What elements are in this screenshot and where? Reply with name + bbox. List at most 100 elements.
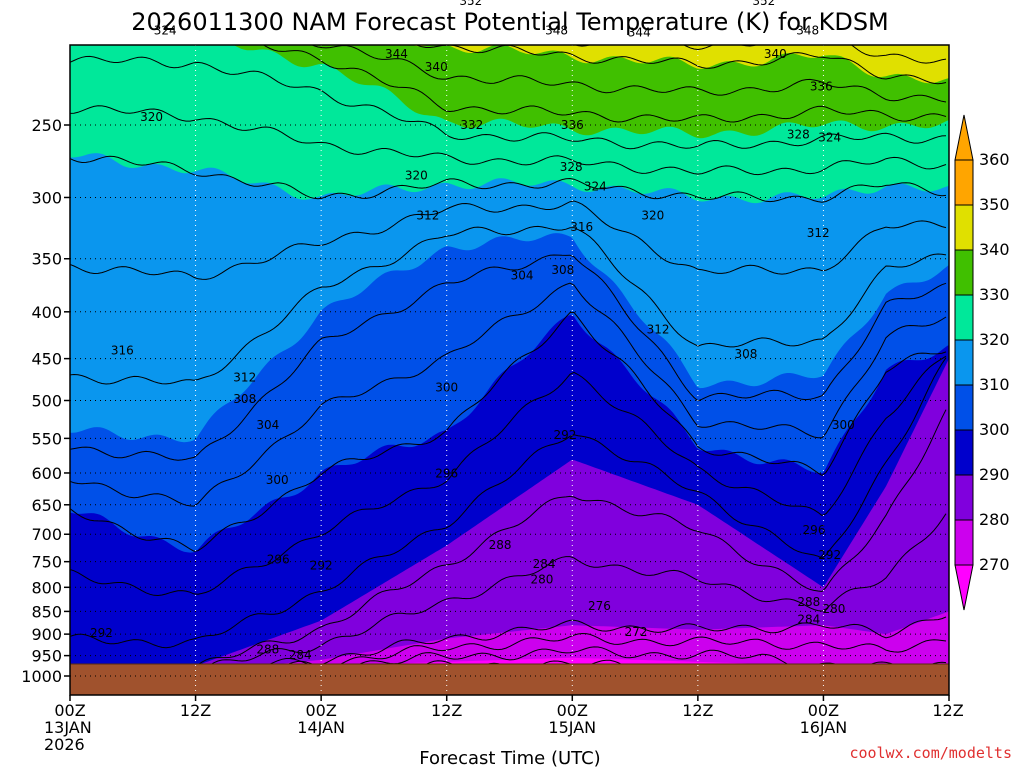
contour-label: 304: [511, 268, 534, 282]
contour-label: 300: [832, 418, 855, 432]
isentrope-292: [70, 357, 947, 649]
colorbar-segment: [954, 429, 974, 476]
colorbar-segment: [954, 339, 974, 386]
contour-label: 292: [90, 626, 113, 640]
contour-label: 292: [554, 428, 577, 442]
x-tick-label: 00Z: [808, 701, 839, 720]
y-tick-label: 450: [31, 350, 62, 369]
colorbar-segment: [954, 249, 974, 296]
y-tick-label: 400: [31, 303, 62, 322]
colorbar-label: 320: [979, 330, 1010, 349]
contour-label: 324: [818, 131, 841, 145]
colorbar-label: 340: [979, 240, 1010, 259]
contour-label: 272: [625, 625, 648, 639]
contour-label: 312: [416, 209, 439, 223]
contour-label: 320: [641, 209, 664, 223]
contour-label: 344: [385, 47, 408, 61]
contour-label: 280: [822, 602, 845, 616]
isentrope-320: [70, 155, 947, 203]
isentrope-288: [70, 409, 947, 675]
contour-label: 352: [752, 0, 775, 8]
contour-label: 312: [807, 226, 830, 240]
contour-label: 352: [459, 0, 482, 8]
y-tick-label: 300: [31, 188, 62, 207]
contour-label: 328: [787, 127, 810, 141]
colorbar-label: 300: [979, 420, 1010, 439]
colorbar-top-arrow: [954, 114, 974, 161]
isentrope-312: [70, 225, 947, 385]
isentrope-304: [70, 282, 947, 507]
isentrope-308: [70, 254, 947, 461]
contour-label: 312: [233, 371, 256, 385]
contour-label: 328: [560, 160, 583, 174]
x-tick-label: 00Z: [305, 701, 336, 720]
contour-label: 324: [584, 180, 607, 194]
theta-290-band: [70, 358, 949, 695]
contour-label: 288: [489, 538, 512, 552]
contour-label: 288: [256, 643, 279, 657]
contour-label: 276: [588, 599, 611, 613]
contour-label: 340: [764, 47, 787, 61]
y-tick-label: 350: [31, 250, 62, 269]
contour-label: 332: [460, 118, 483, 132]
colorbar: 270 280 290 300 310 320 330 340 350 360: [954, 114, 1010, 611]
isentrope-316: [70, 200, 947, 280]
contour-label: 292: [310, 558, 333, 572]
chart-title: 2026011300 NAM Forecast Potential Temper…: [131, 8, 889, 36]
colorbar-label: 350: [979, 195, 1010, 214]
contour-label: 304: [256, 418, 279, 432]
contour-label: 348: [796, 23, 819, 37]
colorbar-label: 290: [979, 465, 1010, 484]
x-tick-label: 15JAN: [548, 718, 596, 737]
isentrope-328: [70, 55, 947, 150]
ground-fill: [70, 664, 949, 695]
x-tick-label: 00Z: [54, 701, 85, 720]
colorbar-label: 270: [979, 555, 1010, 574]
contour-label: 280: [530, 572, 553, 586]
colorbar-bottom-arrow: [954, 564, 974, 611]
isentrope-324: [70, 105, 947, 176]
contour-label: 324: [154, 23, 177, 37]
x-tick-label: 12Z: [932, 701, 963, 720]
x-tick-label: 12Z: [180, 701, 211, 720]
credit-text: coolwx.com/modelts: [849, 744, 1012, 762]
contour-label: 296: [267, 553, 290, 567]
contour-label: 300: [435, 381, 458, 395]
y-tick-label: 550: [31, 429, 62, 448]
contour-label: 320: [140, 110, 163, 124]
contour-label: 336: [810, 80, 833, 94]
contour-label: 316: [570, 220, 593, 234]
x-tick-label: 13JAN: [44, 718, 92, 737]
isentrope-300: [70, 311, 947, 552]
y-tick-label: 950: [31, 647, 62, 666]
contour-label: 348: [545, 23, 568, 37]
colorbar-segment: [954, 384, 974, 431]
y-tick-label: 750: [31, 553, 62, 572]
x-tick-label: 12Z: [682, 701, 713, 720]
contour-label: 340: [425, 60, 448, 74]
y-tick-label: 600: [31, 464, 62, 483]
grid-lines: [70, 45, 949, 695]
y-axis: 250 300 350 400 450 500 550 600 650 700 750 800 850 9…: [21, 116, 70, 686]
isentrope-336: [311, 45, 947, 103]
x-tick-label: 2026: [44, 735, 85, 754]
contour-label: 344: [628, 25, 651, 39]
y-tick-label: 700: [31, 525, 62, 544]
contour-label: 296: [803, 523, 826, 537]
contour-label: 284: [533, 557, 556, 571]
colorbar-label: 330: [979, 285, 1010, 304]
contour-label: 336: [561, 118, 584, 132]
y-tick-label: 500: [31, 392, 62, 411]
isentrope-284: [70, 513, 947, 678]
colorbar-segment: [954, 474, 974, 521]
contour-label: 288: [797, 595, 820, 609]
contour-label: 284: [289, 648, 312, 662]
contour-labels: 352 352 324 348 344 348 344 340 340 336 320 332 336 3…: [90, 0, 855, 662]
contour-label: 312: [647, 322, 670, 336]
x-axis-label: Forecast Time (UTC): [419, 748, 600, 768]
colorbar-label: 310: [979, 375, 1010, 394]
colorbar-segment: [954, 294, 974, 341]
contour-label: 320: [405, 169, 428, 183]
